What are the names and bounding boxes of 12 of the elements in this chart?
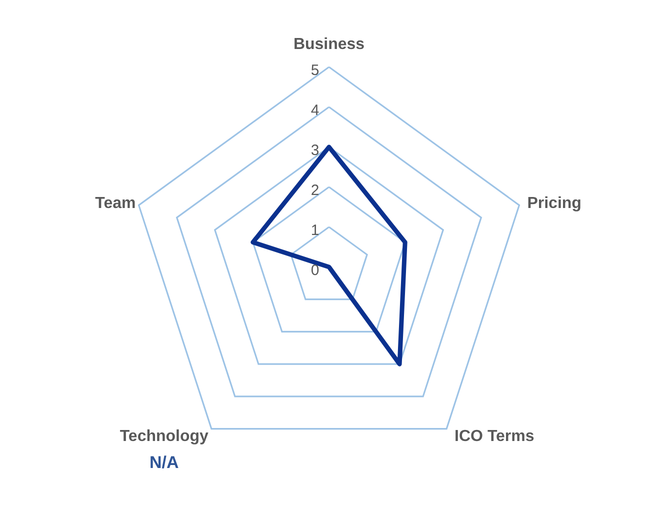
y-tick-label: 4 — [310, 102, 320, 119]
spoke-label: ICO Terms — [454, 428, 534, 445]
y-tick-label: 5 — [310, 62, 320, 79]
spoke-label: Technology — [120, 428, 209, 445]
text: N/A — [150, 452, 179, 472]
y-tick-label: 0 — [310, 262, 320, 279]
y-tick-label: 2 — [310, 182, 320, 199]
spoke-label: Team — [95, 195, 136, 212]
y-tick-label: 1 — [310, 222, 320, 239]
spoke-label: Pricing — [527, 195, 582, 212]
y-tick-label: 3 — [310, 142, 320, 159]
spoke-label: Business — [293, 36, 365, 53]
